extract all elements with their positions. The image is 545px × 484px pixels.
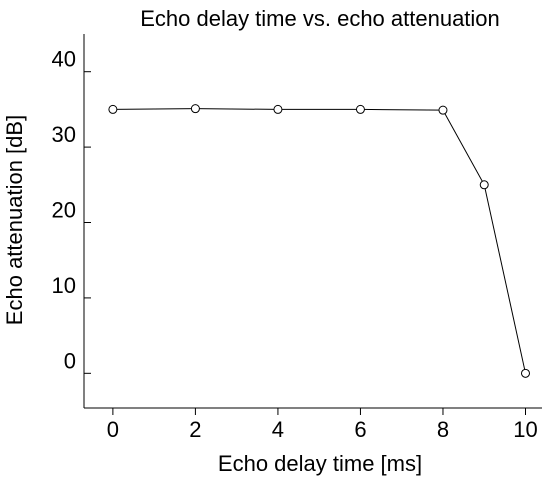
x-axis-title: Echo delay time [ms] [218, 451, 422, 476]
x-tick-label: 6 [354, 417, 366, 442]
x-tick-label: 8 [437, 417, 449, 442]
data-series [108, 104, 530, 378]
y-tick-label: 10 [52, 273, 76, 298]
series-line [112, 108, 526, 374]
axis-ticks: 0 2 4 6 8 10 0 10 20 30 40 [52, 47, 538, 442]
y-tick-label: 0 [64, 348, 76, 373]
chart-title: Echo delay time vs. echo attenuation [140, 6, 500, 31]
x-tick-label: 0 [107, 417, 119, 442]
x-tick-label: 4 [272, 417, 284, 442]
y-axis-title: Echo attenuation [dB] [2, 115, 27, 325]
y-tick-label: 40 [52, 47, 76, 72]
axes [83, 34, 542, 409]
x-tick-label: 10 [513, 417, 537, 442]
data-point [520, 368, 530, 378]
data-point [355, 104, 365, 114]
data-point [273, 104, 283, 114]
data-point [479, 180, 489, 190]
data-point [108, 104, 118, 114]
y-tick-label: 30 [52, 122, 76, 147]
y-tick-label: 20 [52, 198, 76, 223]
data-point [438, 105, 448, 115]
data-point [190, 104, 200, 114]
x-tick-label: 2 [189, 417, 201, 442]
